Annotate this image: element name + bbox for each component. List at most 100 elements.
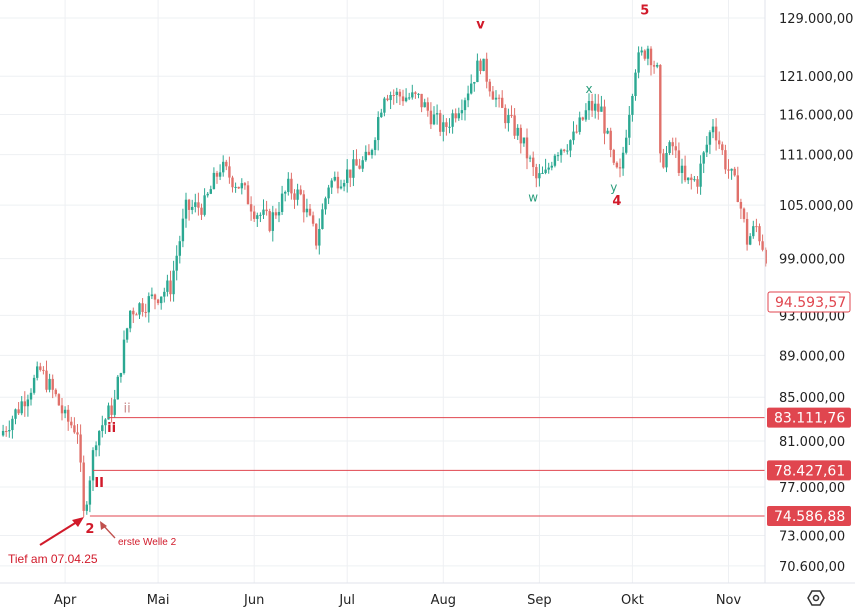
candle-body	[668, 142, 671, 154]
candle-body	[122, 339, 126, 374]
candle-body	[253, 211, 256, 219]
candle-body	[364, 151, 367, 161]
candle-body	[327, 187, 330, 199]
candle-body	[138, 303, 141, 315]
x-tick-label: Nov	[716, 593, 742, 608]
candle-body	[240, 183, 243, 189]
y-tick-label: 129.000,00	[779, 12, 853, 27]
candle-body	[572, 131, 575, 141]
level-badge	[767, 505, 851, 526]
price-axis[interactable]: 129.000,00 121.000,00 116.000,00 111.000,00…	[779, 12, 853, 575]
settings-icon[interactable]	[807, 590, 825, 606]
wave-label: w	[528, 191, 538, 205]
candle-body	[160, 296, 163, 304]
wave-label: y	[610, 180, 617, 194]
candle-body	[172, 270, 175, 295]
candle-body	[727, 169, 730, 171]
candle-body	[79, 434, 82, 463]
candle-body	[575, 131, 578, 133]
candle-body	[429, 110, 433, 125]
candle-body	[169, 280, 172, 295]
candles	[1, 45, 767, 517]
candle-body	[389, 95, 392, 101]
candle-body	[693, 179, 696, 181]
candle-body	[17, 409, 20, 414]
candle-body	[764, 249, 767, 264]
candle-body	[516, 127, 519, 136]
candle-body	[88, 480, 92, 505]
candle-body	[556, 155, 560, 157]
y-tick-label: 105.000,00	[779, 199, 853, 214]
candle-body	[646, 48, 650, 59]
level-badge-label: 74.586,88	[774, 509, 845, 525]
candle-body	[144, 311, 147, 313]
candle-body	[377, 117, 380, 141]
annotation-erste-welle: erste Welle 2	[118, 537, 177, 548]
candle-body	[631, 96, 634, 115]
candle-body	[70, 421, 73, 426]
settings-button[interactable]	[807, 590, 825, 606]
candle-body	[225, 161, 228, 167]
candle-body	[637, 52, 640, 73]
candle-body	[256, 215, 259, 219]
wave-label: 4	[612, 194, 621, 209]
candle-body	[23, 401, 26, 407]
candle-body	[153, 294, 157, 300]
candle-body	[559, 149, 563, 156]
candle-body	[662, 153, 665, 168]
candle-body	[687, 177, 690, 181]
candle-body	[411, 92, 414, 98]
candle-body	[584, 110, 588, 120]
x-tick-label: Apr	[54, 593, 77, 608]
candle-body	[132, 310, 135, 315]
candle-body	[234, 186, 237, 188]
candle-body	[535, 167, 538, 179]
candle-body	[494, 97, 498, 100]
candle-body	[606, 130, 609, 134]
candle-body	[408, 97, 411, 99]
arrowhead-tief-icon	[72, 517, 84, 527]
y-tick-label: 81.000,00	[779, 435, 845, 450]
candle-body	[45, 370, 48, 390]
wave-label: 5	[640, 3, 649, 18]
annotation-tief: Tief am 07.04.25	[8, 552, 98, 566]
candle-body	[544, 169, 547, 173]
y-tick-label: 116.000,00	[779, 109, 853, 124]
candle-body	[435, 113, 439, 115]
candle-body	[742, 208, 746, 219]
candle-body	[587, 100, 591, 111]
candle-body	[609, 130, 612, 150]
candle-body	[507, 115, 510, 124]
candle-body	[724, 150, 727, 170]
candle-body	[404, 97, 408, 102]
candle-body	[532, 157, 535, 168]
candle-body	[414, 92, 417, 94]
candle-body	[659, 64, 662, 154]
candle-body	[649, 48, 653, 66]
candle-body	[54, 389, 57, 395]
candle-body	[271, 212, 274, 231]
candle-body	[237, 186, 240, 189]
candle-body	[615, 162, 619, 168]
candle-body	[470, 83, 473, 94]
candle-body	[426, 102, 429, 111]
candle-body	[501, 97, 504, 108]
candle-body	[57, 394, 61, 406]
x-tick-label: Jul	[338, 593, 355, 608]
y-tick-label: 99.000,00	[779, 253, 845, 268]
candle-body	[358, 165, 361, 169]
candle-body	[308, 208, 312, 216]
candle-body	[175, 255, 178, 271]
candle-body	[197, 202, 200, 208]
candle-body	[621, 152, 625, 169]
candle-body	[603, 106, 606, 134]
candle-body	[432, 114, 436, 125]
candle-body	[135, 314, 138, 316]
candle-body	[488, 81, 491, 92]
candle-body	[718, 140, 721, 145]
candle-body	[476, 60, 479, 83]
time-axis[interactable]: Apr Mai Jun Jul Aug Sep Okt Nov	[54, 593, 742, 608]
candle-body	[293, 193, 296, 200]
